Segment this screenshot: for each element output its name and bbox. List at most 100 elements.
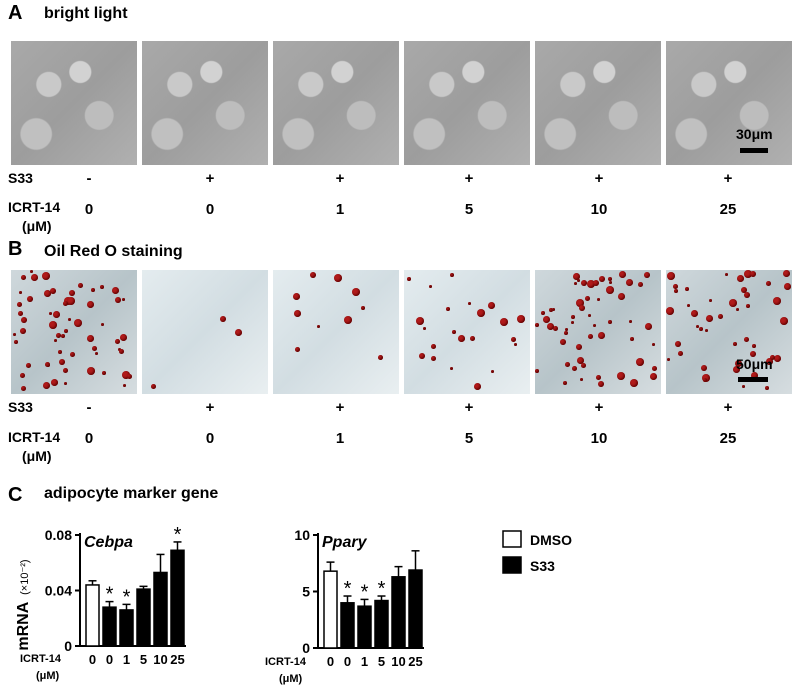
- lipid-droplet: [14, 340, 18, 344]
- oil-red-o-image-s33-10: [535, 270, 661, 394]
- x-label-cebpa: ICRT-14: [20, 653, 62, 665]
- chart-title: Cebpa: [84, 534, 133, 551]
- lipid-droplet: [577, 279, 580, 282]
- lipid-droplet: [733, 366, 740, 373]
- oil-red-o-image-s33-0: [142, 270, 268, 394]
- lipid-droplet: [573, 273, 580, 280]
- lipid-droplet: [452, 330, 456, 334]
- icrt-value: 0: [205, 201, 215, 218]
- bar: [391, 576, 406, 649]
- oil-red-o-image-s33-25: [666, 270, 792, 394]
- brightfield-image-control: [11, 41, 137, 165]
- lipid-droplet: [87, 301, 94, 308]
- lipid-droplet: [423, 327, 426, 330]
- significance-asterisk: *: [123, 586, 131, 608]
- lipid-droplet: [51, 379, 58, 386]
- lipid-droplet: [49, 321, 57, 329]
- lipid-droplet: [750, 351, 756, 357]
- lipid-droplet: [552, 308, 555, 311]
- lipid-droplet: [87, 367, 95, 375]
- lipid-droplet: [378, 355, 383, 360]
- lipid-droplet: [46, 363, 50, 367]
- lipid-droplet: [61, 334, 65, 338]
- lipid-droplet: [53, 311, 60, 318]
- lipid-droplet: [220, 316, 226, 322]
- cebpa-chart: 0 0.04 0.08 Cebpa 0 * 0 * 1 5 10 * 25: [45, 524, 186, 667]
- lipid-droplet: [606, 286, 614, 294]
- lipid-droplet: [30, 270, 33, 273]
- lipid-droplet: [709, 299, 712, 302]
- bar: [357, 605, 372, 649]
- lipid-droplet: [741, 287, 747, 293]
- lipid-droplet: [673, 284, 678, 289]
- x-tick-label: 0: [106, 652, 113, 667]
- lipid-droplet: [70, 352, 75, 357]
- scale-bar-a: [740, 148, 768, 153]
- lipid-droplet: [736, 308, 739, 311]
- lipid-droplet: [63, 301, 68, 306]
- lipid-droplet: [43, 382, 50, 389]
- lipid-droplet: [729, 299, 737, 307]
- brightfield-image-s33-1: [273, 41, 399, 165]
- lipid-droplet: [579, 305, 585, 311]
- lipid-droplet: [699, 327, 703, 331]
- lipid-droplet: [91, 288, 95, 292]
- x-tick-label: 10: [153, 652, 167, 667]
- s33-row-label-a: S33: [8, 170, 33, 186]
- lipid-droplet: [112, 287, 119, 294]
- lipid-droplet: [549, 308, 553, 312]
- lipid-droplet: [20, 373, 25, 378]
- lipid-droplet: [774, 355, 781, 362]
- lipid-droplet: [750, 271, 756, 277]
- panel-b-letter: B: [8, 238, 23, 260]
- icrt-value: 25: [719, 430, 737, 447]
- lipid-droplet: [543, 316, 550, 323]
- lipid-droplet: [429, 285, 432, 288]
- lipid-droplet: [517, 315, 525, 323]
- lipid-droplet: [571, 315, 575, 319]
- lipid-droplet: [541, 311, 545, 315]
- lipid-droplet: [100, 285, 104, 289]
- lipid-droplet: [598, 332, 605, 339]
- lipid-droplet: [450, 273, 454, 277]
- lipid-droplet: [617, 372, 625, 380]
- x-tick-label: 0: [344, 654, 351, 669]
- lipid-droplet: [585, 296, 590, 301]
- lipid-droplet: [547, 323, 554, 330]
- significance-asterisk: *: [106, 584, 114, 606]
- lipid-droplet: [431, 344, 436, 349]
- lipid-droplet: [744, 292, 750, 298]
- lipid-droplet: [751, 372, 758, 379]
- lipid-droplet: [574, 282, 577, 285]
- x-unit-cebpa: (μM): [36, 670, 60, 682]
- lipid-droplet: [470, 336, 475, 341]
- lipid-droplet: [54, 339, 57, 342]
- lipid-droplet: [122, 371, 130, 379]
- lipid-droplet: [652, 366, 657, 371]
- lipid-droplet: [49, 312, 52, 315]
- lipid-droplet: [691, 310, 698, 317]
- lipid-droplet: [766, 358, 773, 365]
- icrt-value: 1: [335, 430, 345, 447]
- lipid-droplet: [638, 282, 643, 287]
- icrt-value: 10: [590, 201, 608, 218]
- brightfield-image-s33-10: [535, 41, 661, 165]
- lipid-droplet: [74, 319, 82, 327]
- y-axis-label-main: mRNA: [15, 601, 32, 650]
- lipid-droplet: [560, 339, 566, 345]
- lipid-droplet: [666, 307, 674, 315]
- icrt-value: 5: [464, 201, 474, 218]
- s33-value: +: [205, 170, 215, 187]
- lipid-droplet: [431, 356, 436, 361]
- lipid-droplet: [78, 283, 83, 288]
- lipid-droplet: [580, 378, 583, 381]
- lipid-droplet: [119, 349, 124, 354]
- lipid-droplet: [706, 315, 713, 322]
- panel-a-title: bright light: [44, 5, 128, 22]
- lipid-droplet: [511, 337, 516, 342]
- lipid-droplet: [115, 297, 121, 303]
- x-tick-label: 25: [170, 652, 184, 667]
- x-tick-label: 5: [140, 652, 147, 667]
- lipid-droplet: [696, 325, 699, 328]
